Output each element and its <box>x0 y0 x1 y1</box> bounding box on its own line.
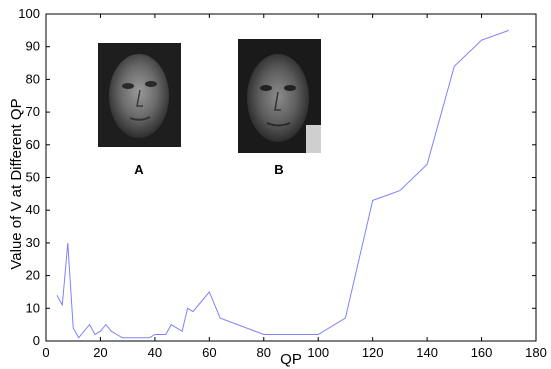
y-tick-label: 10 <box>26 300 40 315</box>
x-tick-label: 40 <box>148 345 162 360</box>
y-tick-label: 0 <box>33 333 40 348</box>
x-tick-label: 140 <box>416 345 438 360</box>
y-tick-label: 70 <box>26 104 40 119</box>
image-label-a: A <box>134 162 144 177</box>
x-tick-label: 0 <box>42 345 49 360</box>
x-tick-label: 20 <box>93 345 107 360</box>
x-tick-label: 120 <box>362 345 384 360</box>
y-tick-label: 100 <box>18 6 40 21</box>
y-axis-title: Value of V at Different QP <box>8 98 25 269</box>
x-tick-label: 60 <box>202 345 216 360</box>
x-tick-label: 80 <box>257 345 271 360</box>
x-tick-label: 100 <box>307 345 329 360</box>
y-tick-label: 90 <box>26 39 40 54</box>
y-tick-label: 30 <box>26 235 40 250</box>
image-label-b: B <box>274 162 283 177</box>
y-tick-label: 20 <box>26 268 40 283</box>
y-tick-label: 40 <box>26 202 40 217</box>
y-tick-label: 80 <box>26 71 40 86</box>
y-tick-label: 60 <box>26 137 40 152</box>
face-photo-a <box>98 43 181 147</box>
x-axis: 0 20 40 60 80 100 120 140 160 180 <box>42 14 547 360</box>
series-line <box>56 29 509 339</box>
y-tick-label: 50 <box>26 170 40 185</box>
x-axis-title: QP <box>280 351 302 368</box>
y-axis: 0 10 20 30 40 50 60 70 80 90 100 <box>18 6 536 348</box>
x-tick-label: 160 <box>471 345 493 360</box>
x-tick-label: 180 <box>525 345 547 360</box>
face-photo-b <box>238 39 321 153</box>
